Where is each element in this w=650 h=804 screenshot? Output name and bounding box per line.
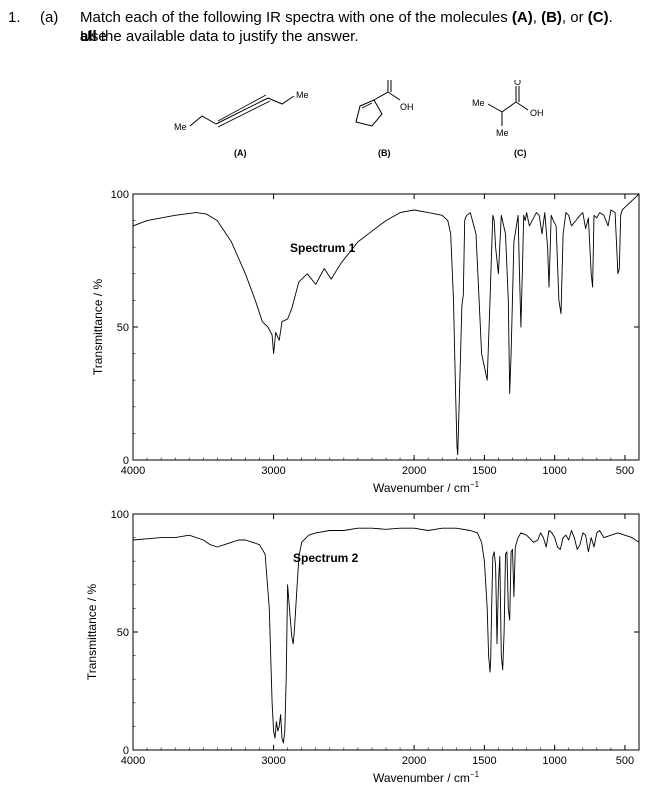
spectrum-line: [132, 527, 640, 744]
molecule-b: O OH (B): [355, 80, 414, 158]
molecule-c-me-left: Me: [472, 98, 485, 108]
x-tick-label: 3000: [261, 465, 285, 477]
y-axis-label: Transmittance / %: [91, 279, 105, 376]
molecule-b-oh: OH: [400, 102, 414, 112]
question-part: (a): [40, 9, 59, 26]
x-tick-label: 4000: [121, 465, 145, 477]
spectrum-1-plot: 4000 3000 2000 1500 1000 500 0 50 100 Spectrum 1 W…: [91, 189, 640, 495]
molecule-a-me-right: Me: [296, 90, 309, 100]
molecule-ref-c: (C): [587, 9, 609, 26]
x-axis-label-superscript: −1: [470, 480, 480, 489]
molecule-c-me-bottom: Me: [496, 128, 509, 138]
y-tick-label: 50: [117, 322, 129, 334]
chart-title: Spectrum 1: [290, 241, 356, 255]
x-tick-label: 3000: [261, 755, 285, 767]
molecule-structures: Me Me (A) O OH (B) Me Me O OH (C): [174, 80, 544, 158]
x-tick-label: 500: [616, 755, 634, 767]
plot-frame: [132, 513, 640, 751]
molecule-c: Me Me O OH (C): [472, 80, 544, 158]
spectrum-2-chart: 4000 3000 2000 1500 1000 500 0 50 100 Spectrum 2 W…: [85, 509, 640, 785]
y-tick-label: 50: [117, 627, 129, 639]
x-tick-label: 500: [616, 465, 634, 477]
y-axis-label: Transmittance / %: [85, 584, 99, 681]
chart-title: Spectrum 2: [293, 551, 359, 565]
molecule-ref-a: (A): [511, 9, 533, 26]
x-axis-label: Wavenumber / cm−1: [373, 770, 480, 785]
x-tick-label: 2000: [402, 465, 426, 477]
x-tick-label: 1500: [472, 755, 496, 767]
x-tick-label: 2000: [402, 755, 426, 767]
x-axis-label-text: Wavenumber / cm: [373, 481, 470, 495]
question-number: 1.: [8, 9, 21, 26]
question-line-2: all the available data to justify the an…: [80, 27, 640, 46]
x-axis-label-superscript: −1: [470, 770, 480, 779]
separator: , or: [561, 9, 588, 26]
question-line-2-text: the available data to justify the answer…: [96, 28, 359, 45]
spectrum-2-plot: 4000 3000 2000 1500 1000 500 0 50 100 Spectrum 2 W…: [85, 509, 640, 785]
x-tick-label: 4000: [121, 755, 145, 767]
molecule-a-label: (A): [234, 148, 247, 158]
molecule-c-carbonyl-o: O: [514, 80, 521, 87]
spectrum-1-chart: 4000 3000 2000 1500 1000 500 0 50 100 Spectrum 1 W…: [91, 189, 640, 495]
spectrum-line: [132, 193, 640, 456]
separator: ,: [532, 9, 542, 26]
molecule-c-oh: OH: [530, 108, 544, 118]
y-tick-label: 100: [111, 189, 129, 201]
question-line-1-text: Match each of the following IR spectra w…: [80, 9, 512, 26]
x-tick-label: 1500: [472, 465, 496, 477]
y-tick-label: 100: [111, 509, 129, 521]
y-tick-label: 0: [123, 745, 129, 757]
emphasis-all: all: [80, 28, 97, 45]
x-axis-label-text: Wavenumber / cm: [373, 771, 470, 785]
question-line-1-end: . Use: [80, 9, 613, 45]
x-tick-label: 1000: [542, 465, 566, 477]
x-axis-label: Wavenumber / cm−1: [373, 480, 480, 495]
molecule-ref-b: (B): [541, 9, 562, 26]
molecule-b-carbonyl-o: O: [386, 80, 393, 82]
molecule-a-me-left: Me: [174, 122, 187, 132]
y-tick-label: 0: [123, 455, 129, 467]
x-tick-label: 1000: [542, 755, 566, 767]
molecule-b-label: (B): [378, 148, 391, 158]
molecule-c-label: (C): [514, 148, 527, 158]
question-line-1: Match each of the following IR spectra w…: [80, 8, 640, 46]
molecule-a: Me Me (A): [174, 90, 309, 158]
